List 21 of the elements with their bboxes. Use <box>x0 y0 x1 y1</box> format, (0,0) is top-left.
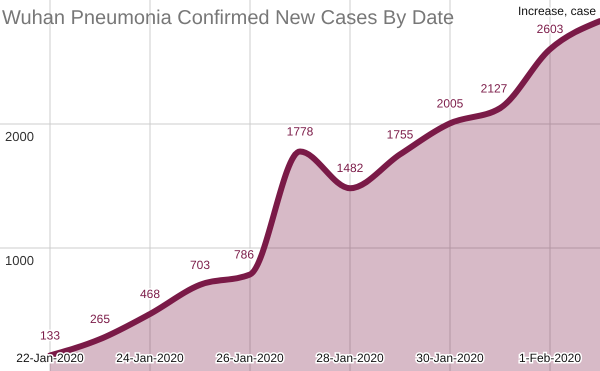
x-tick-label: 1-Feb-2020 <box>518 351 582 365</box>
data-label: 786 <box>234 248 254 262</box>
data-label: 1482 <box>336 161 364 176</box>
x-tick-label: 30-Jan-2020 <box>416 351 484 365</box>
data-label: 703 <box>190 258 210 272</box>
x-tick-label: 26-Jan-2020 <box>216 351 284 365</box>
x-tick-label: 22-Jan-2020 <box>16 351 84 365</box>
y-tick-label: 2000 <box>5 129 34 144</box>
data-label: 468 <box>140 286 160 301</box>
data-label: 2603 <box>536 22 564 36</box>
data-label: 1778 <box>286 124 314 139</box>
x-tick-label: 24-Jan-2020 <box>116 351 184 365</box>
data-label: 1755 <box>386 127 414 142</box>
data-label: 133 <box>40 328 60 343</box>
x-tick-label: 28-Jan-2020 <box>316 351 384 365</box>
chart-title: Wuhan Pneumonia Confirmed New Cases By Date <box>2 7 454 29</box>
y-tick-label: 1000 <box>5 253 34 268</box>
data-label: 265 <box>90 312 110 326</box>
data-label: 2127 <box>480 81 508 96</box>
data-label: 2005 <box>436 96 464 110</box>
y-axis-title: Increase, case <box>518 4 596 18</box>
